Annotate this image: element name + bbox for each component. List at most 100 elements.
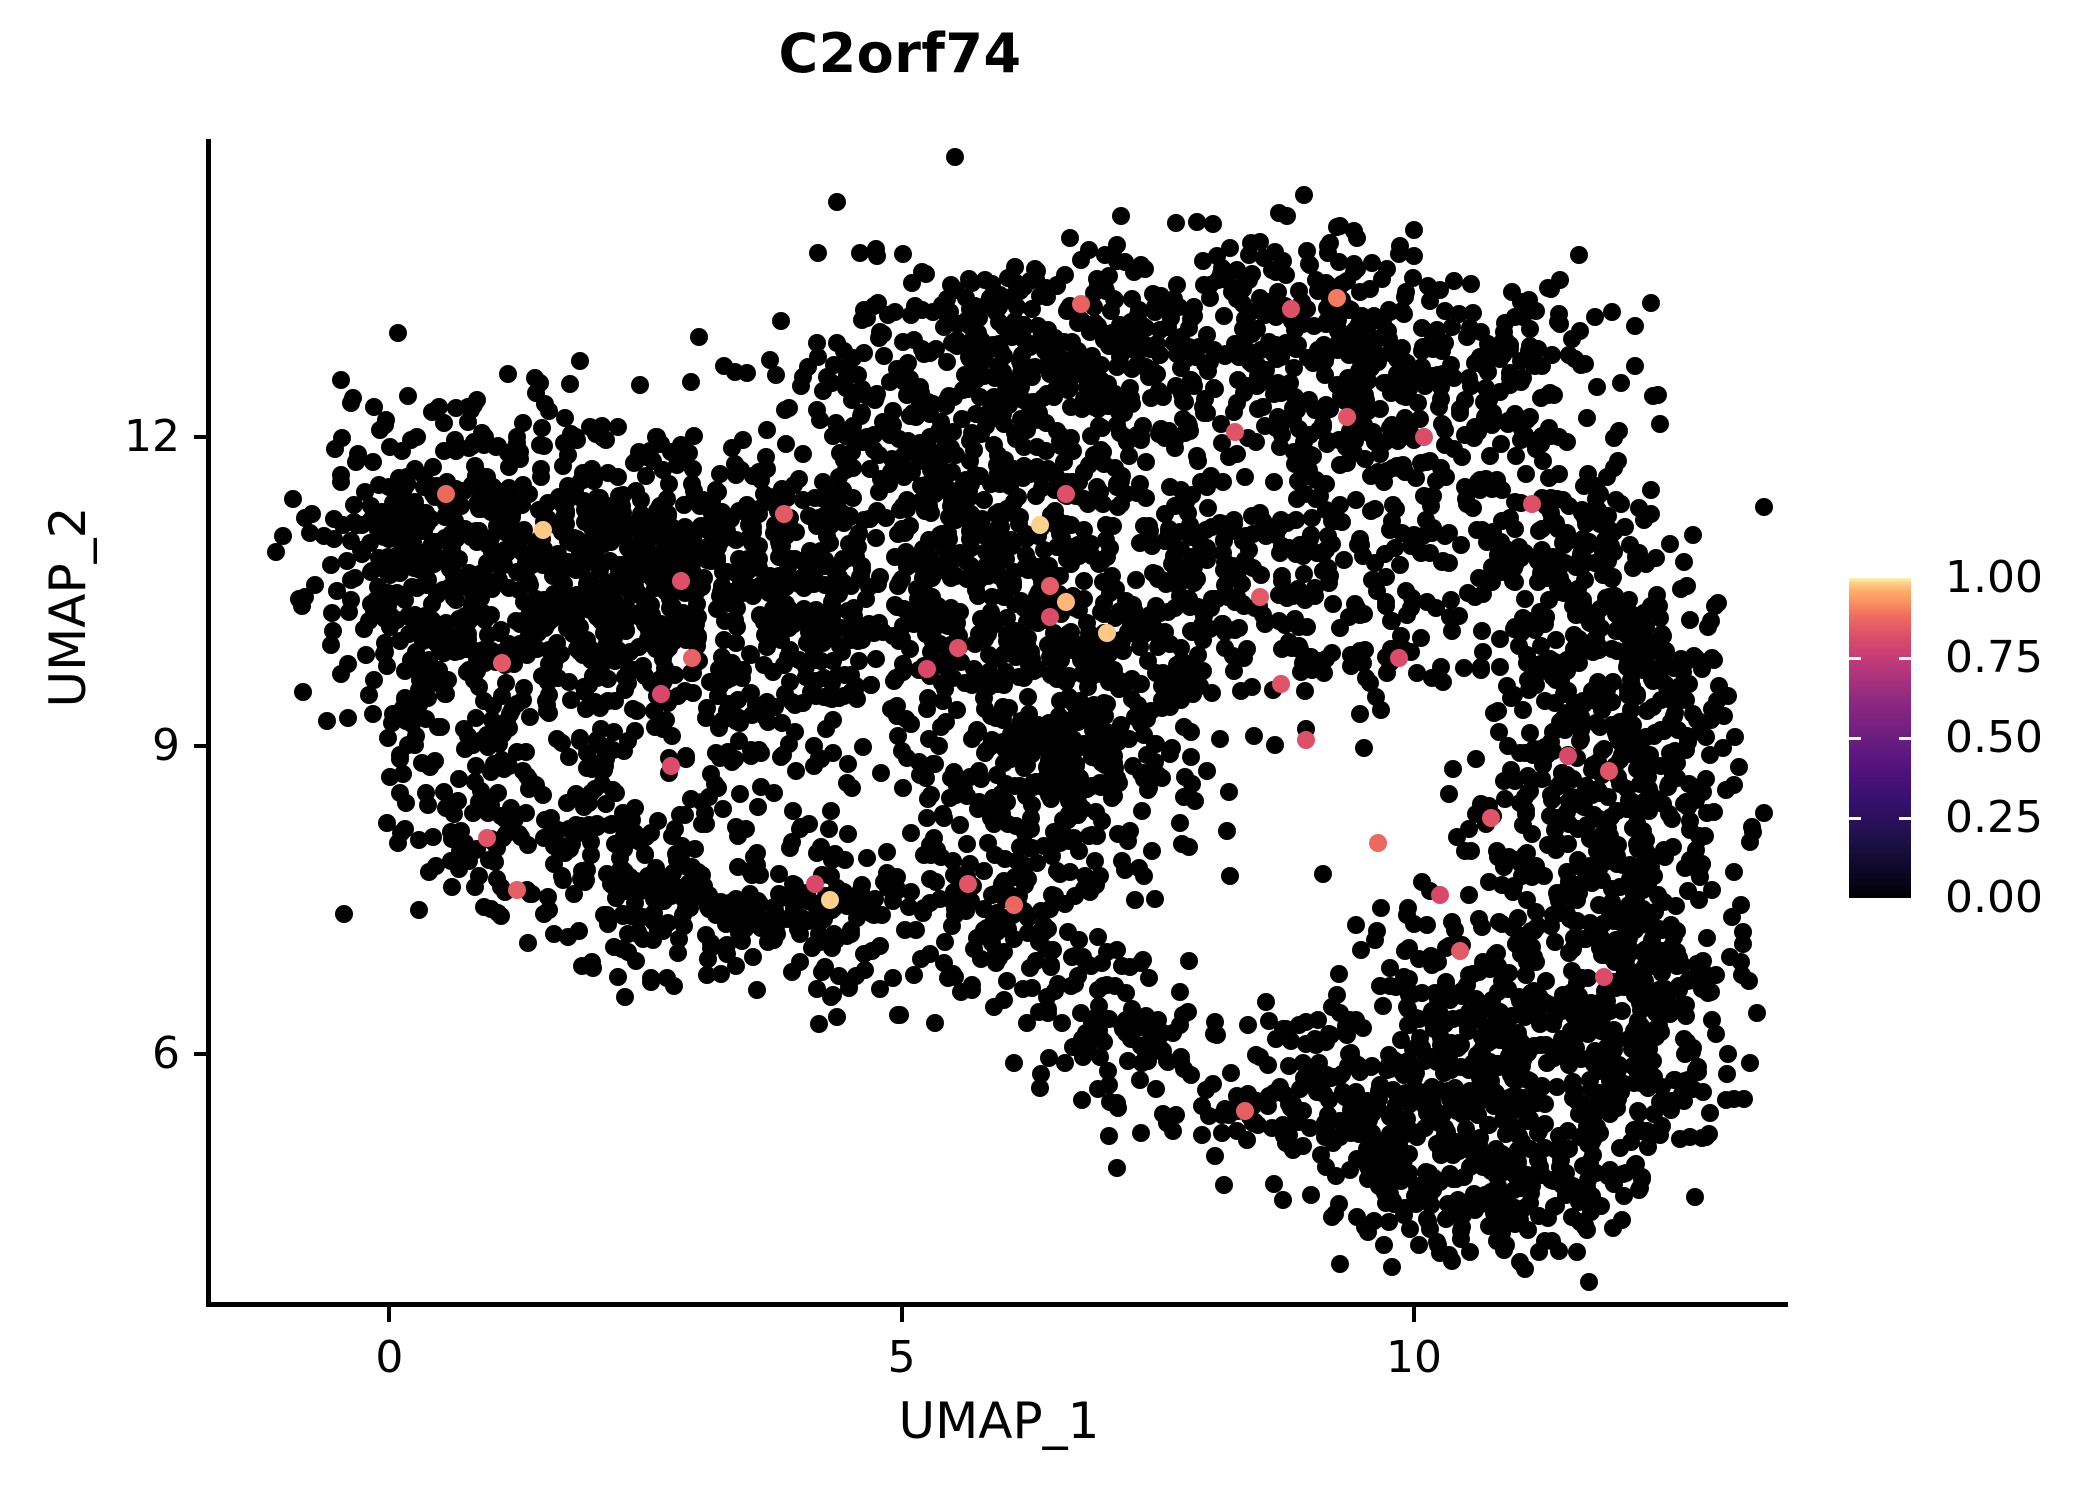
scatter-point xyxy=(734,431,753,450)
scatter-point xyxy=(1701,745,1720,764)
scatter-point xyxy=(1507,447,1526,466)
scatter-point xyxy=(878,306,897,325)
scatter-point xyxy=(872,763,891,782)
scatter-point xyxy=(1678,882,1697,901)
scatter-point xyxy=(611,555,630,574)
scatter-point xyxy=(1675,552,1694,571)
scatter-point xyxy=(435,413,454,432)
scatter-point xyxy=(1194,607,1213,626)
scatter-point xyxy=(839,754,857,773)
scatter-point xyxy=(1335,550,1354,569)
scatter-point xyxy=(487,870,506,889)
scatter-point xyxy=(1747,1004,1766,1023)
scatter-point xyxy=(1166,213,1185,232)
scatter-point xyxy=(318,712,337,731)
scatter-point xyxy=(1716,780,1735,799)
scatter-point xyxy=(1459,886,1478,905)
scatter-point xyxy=(619,659,638,678)
scatter-point xyxy=(812,837,831,856)
scatter-point xyxy=(786,523,805,542)
scatter-point xyxy=(645,912,664,931)
scatter-point xyxy=(614,741,633,760)
scatter-point xyxy=(1214,472,1233,491)
scatter-point xyxy=(1170,982,1189,1001)
scatter-point xyxy=(1130,1070,1149,1089)
scatter-point xyxy=(1234,649,1253,668)
scatter-point xyxy=(867,239,886,258)
scatter-point xyxy=(884,968,903,987)
scatter-point xyxy=(1539,468,1558,487)
scatter-point xyxy=(1032,921,1051,940)
scatter-point xyxy=(1397,605,1416,624)
scatter-point xyxy=(1714,706,1733,725)
scatter-point xyxy=(1059,777,1078,796)
scatter-point xyxy=(273,526,292,545)
scatter-point xyxy=(1487,470,1506,489)
scatter-point xyxy=(1182,748,1201,767)
scatter-point xyxy=(648,811,667,830)
scatter-point xyxy=(1463,304,1482,323)
scatter-point xyxy=(331,370,350,389)
scatter-point xyxy=(823,986,842,1004)
scatter-point xyxy=(1185,345,1204,364)
scatter-point xyxy=(738,364,757,383)
scatter-point xyxy=(945,148,964,167)
scatter-point xyxy=(838,365,857,384)
scatter-point xyxy=(1622,796,1641,815)
scatter-point xyxy=(521,707,540,726)
scatter-point xyxy=(780,838,799,857)
scatter-point xyxy=(749,797,768,816)
scatter-point xyxy=(1739,972,1758,990)
scatter-point xyxy=(893,244,912,263)
scatter-point xyxy=(1317,475,1336,494)
scatter-point xyxy=(1112,957,1131,976)
scatter-point xyxy=(1022,979,1041,998)
scatter-point xyxy=(1220,783,1239,802)
scatter-point xyxy=(832,642,851,661)
scatter-point xyxy=(1304,583,1323,602)
scatter-point xyxy=(702,505,721,524)
scatter-point xyxy=(513,761,532,780)
scatter-point xyxy=(1494,323,1513,342)
scatter-point xyxy=(918,809,936,828)
scatter-point xyxy=(1015,875,1034,894)
scatter-point xyxy=(756,448,775,467)
scatter-point xyxy=(1679,674,1698,693)
scatter-point xyxy=(1178,656,1197,675)
scatter-point xyxy=(675,681,694,700)
scatter-point xyxy=(849,651,868,670)
scatter-point xyxy=(713,800,732,819)
scatter-point xyxy=(1461,842,1480,860)
scatter-point xyxy=(1059,811,1078,830)
scatter-point xyxy=(711,748,730,767)
scatter-point xyxy=(1143,536,1162,555)
scatter-point xyxy=(1426,598,1445,617)
scatter-point xyxy=(823,592,842,611)
scatter-point xyxy=(381,767,400,786)
scatter-point xyxy=(1387,499,1406,518)
scatter-point xyxy=(1214,306,1233,325)
scatter-point xyxy=(1170,814,1189,833)
scatter-point xyxy=(998,571,1017,590)
scatter-point xyxy=(852,875,871,894)
scatter-point xyxy=(1478,362,1497,381)
scatter-point xyxy=(412,666,431,685)
scatter-point xyxy=(616,622,635,641)
scatter-point xyxy=(774,656,793,675)
scatter-point xyxy=(1132,802,1151,821)
scatter-point xyxy=(898,500,917,519)
scatter-point xyxy=(908,598,927,617)
scatter-point xyxy=(1675,794,1694,813)
scatter-point xyxy=(776,400,795,419)
scatter-point xyxy=(1481,446,1500,465)
scatter-point xyxy=(1299,391,1318,410)
scatter-point xyxy=(1661,534,1680,553)
scatter-point xyxy=(1136,452,1155,471)
scatter-point xyxy=(1091,482,1110,501)
scatter-point xyxy=(891,1006,910,1024)
scatter-point xyxy=(960,521,979,540)
scatter-point xyxy=(1140,969,1159,988)
scatter-point xyxy=(979,678,998,697)
scatter-point xyxy=(1263,260,1282,279)
scatter-point xyxy=(771,311,790,330)
